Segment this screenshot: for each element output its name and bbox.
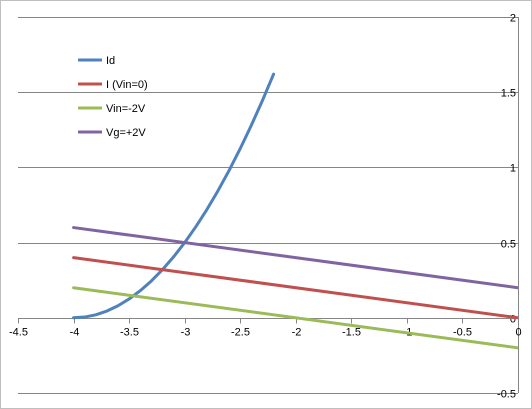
x-tick-label: 0 [515, 327, 521, 339]
series-line-1 [72, 256, 518, 320]
series-line-3 [72, 226, 518, 290]
legend-label-0: Id [106, 55, 115, 67]
y-tick-label: -0.5 [497, 389, 516, 401]
x-tick-label: -2 [292, 327, 302, 339]
series-lines [72, 72, 518, 350]
y-tick-label: 1.5 [501, 88, 516, 100]
x-tick-label: -4.5 [9, 327, 28, 339]
x-tick-label: -3 [181, 327, 191, 339]
x-tick-label: -2.5 [231, 327, 250, 339]
legend-label-3: Vg=+2V [106, 127, 146, 139]
y-tick-label: 1 [510, 163, 516, 175]
legend: Id I (Vin=0) Vin=-2V Vg=+2V [78, 55, 148, 139]
x-tick-label: -3.5 [120, 327, 139, 339]
x-tick-label: -4 [70, 327, 80, 339]
y-tick-label: 0 [510, 314, 516, 326]
x-tick-label: -1.5 [342, 327, 361, 339]
gridlines [18, 17, 518, 394]
y-tick-label: 2 [510, 13, 516, 25]
series-line-2 [72, 286, 518, 350]
series-line-0 [72, 72, 276, 320]
legend-label-1: I (Vin=0) [106, 79, 148, 91]
legend-label-2: Vin=-2V [106, 103, 146, 115]
x-tick-label: -0.5 [453, 327, 472, 339]
y-tick-label: 0.5 [501, 239, 516, 251]
